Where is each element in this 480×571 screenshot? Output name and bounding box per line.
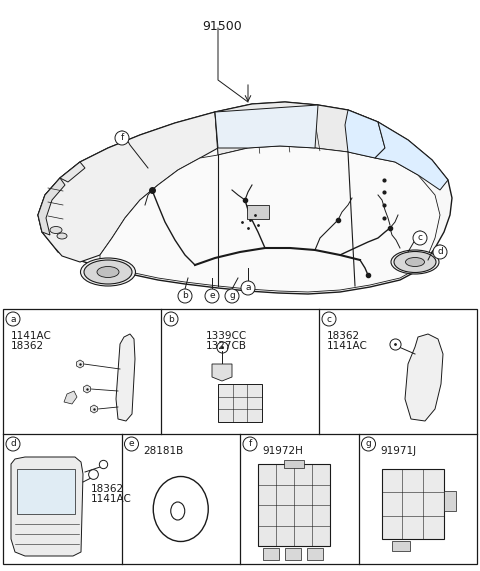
Bar — [392, 541, 410, 551]
Ellipse shape — [391, 250, 439, 274]
Bar — [285, 548, 301, 560]
Text: b: b — [168, 315, 174, 324]
Bar — [3, 309, 477, 564]
Circle shape — [241, 281, 255, 295]
Bar — [307, 548, 323, 560]
Polygon shape — [60, 162, 85, 182]
Circle shape — [413, 231, 427, 245]
Polygon shape — [64, 391, 77, 404]
Bar — [258, 464, 330, 546]
Text: b: b — [182, 292, 188, 300]
Polygon shape — [11, 457, 83, 556]
Polygon shape — [212, 364, 232, 381]
Text: 91972H: 91972H — [262, 446, 303, 456]
Circle shape — [164, 312, 178, 326]
Circle shape — [6, 312, 20, 326]
Text: 18362: 18362 — [11, 341, 44, 351]
Polygon shape — [375, 122, 448, 190]
Text: 1327CB: 1327CB — [206, 341, 247, 351]
FancyBboxPatch shape — [247, 205, 269, 219]
Text: c: c — [326, 315, 332, 324]
Text: 18362: 18362 — [327, 331, 360, 341]
Text: g: g — [229, 292, 235, 300]
Circle shape — [225, 289, 239, 303]
Circle shape — [433, 245, 447, 259]
Bar — [382, 469, 444, 539]
Ellipse shape — [84, 260, 132, 284]
Circle shape — [243, 437, 257, 451]
Ellipse shape — [394, 251, 436, 272]
Circle shape — [6, 437, 20, 451]
Ellipse shape — [57, 233, 67, 239]
Ellipse shape — [50, 227, 62, 234]
Polygon shape — [76, 360, 84, 368]
Text: 1141AC: 1141AC — [91, 494, 132, 504]
Polygon shape — [38, 102, 452, 294]
Text: e: e — [209, 292, 215, 300]
Polygon shape — [84, 385, 90, 393]
Text: f: f — [120, 134, 124, 143]
Polygon shape — [345, 110, 385, 158]
Polygon shape — [215, 105, 318, 148]
Text: 28181B: 28181B — [144, 446, 184, 456]
Bar — [284, 460, 304, 468]
Text: c: c — [418, 234, 422, 243]
Text: a: a — [10, 315, 16, 324]
Circle shape — [178, 289, 192, 303]
Ellipse shape — [97, 267, 119, 278]
Circle shape — [322, 312, 336, 326]
Polygon shape — [91, 405, 97, 413]
Polygon shape — [17, 469, 75, 514]
Text: g: g — [366, 440, 372, 448]
Text: f: f — [248, 440, 252, 448]
Text: 1141AC: 1141AC — [11, 331, 52, 341]
Text: e: e — [129, 440, 134, 448]
Ellipse shape — [171, 502, 185, 520]
Polygon shape — [38, 178, 65, 235]
Bar — [263, 548, 279, 560]
Text: 18362: 18362 — [91, 484, 124, 494]
Circle shape — [205, 289, 219, 303]
Circle shape — [361, 437, 375, 451]
Polygon shape — [100, 146, 440, 292]
Text: 91971J: 91971J — [381, 446, 417, 456]
Bar — [444, 491, 456, 511]
Text: 91500: 91500 — [202, 20, 242, 33]
Polygon shape — [38, 112, 218, 262]
Text: 1339CC: 1339CC — [206, 331, 247, 341]
Ellipse shape — [406, 258, 424, 267]
Bar — [218, 384, 262, 422]
Circle shape — [115, 131, 129, 145]
Ellipse shape — [81, 258, 135, 286]
Text: 1141AC: 1141AC — [327, 341, 368, 351]
Text: d: d — [437, 247, 443, 256]
Circle shape — [124, 437, 139, 451]
Text: d: d — [10, 440, 16, 448]
Polygon shape — [405, 334, 443, 421]
Text: a: a — [245, 283, 251, 292]
Polygon shape — [116, 334, 135, 421]
Polygon shape — [215, 102, 385, 158]
Ellipse shape — [153, 477, 208, 541]
